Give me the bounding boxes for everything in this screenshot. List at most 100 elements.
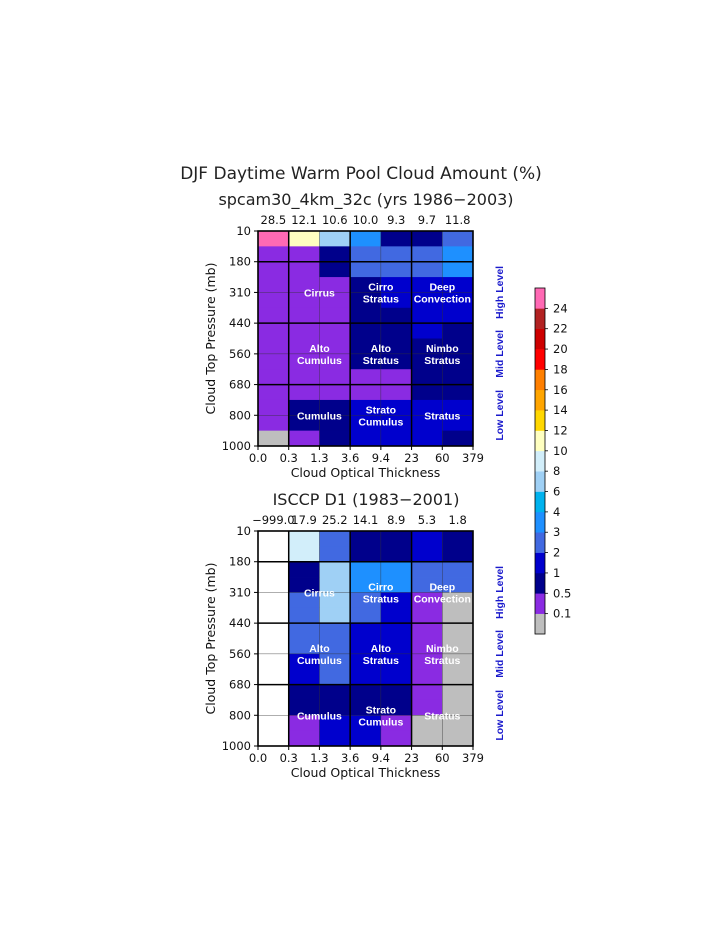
heatmap-cell: [319, 261, 351, 278]
heatmap-cell: [380, 277, 412, 293]
cloud-type-label: Cirro: [368, 281, 393, 293]
heatmap-cell: [380, 307, 412, 324]
level-label: Low Level: [494, 390, 506, 441]
heatmap-cell: [288, 638, 320, 655]
heatmap-cell: [350, 369, 382, 385]
y-tick-label: 440: [229, 316, 251, 330]
column-total-label: 5.3: [418, 513, 436, 527]
heatmap-cell: [319, 415, 351, 432]
heatmap-cell: [319, 715, 351, 732]
cloud-type-label: Stratus: [363, 293, 399, 305]
heatmap-cell: [319, 231, 351, 247]
heatmap-cell: [350, 669, 382, 685]
cloud-type-label: Cirro: [368, 581, 393, 593]
y-tick-label: 180: [229, 555, 251, 569]
heatmap-cell: [380, 699, 412, 716]
y-axis-label: Cloud Top Pressure (mb): [203, 563, 218, 715]
heatmap-cell: [288, 415, 320, 432]
heatmap-cell: [288, 261, 320, 278]
heatmap-cell: [380, 246, 412, 263]
heatmap-cell: [380, 577, 412, 593]
heatmap-cell: [258, 653, 290, 670]
heatmap-cell: [288, 684, 320, 701]
x-tick-label: 3.6: [341, 451, 359, 465]
heatmap-cell: [411, 231, 443, 247]
y-tick-label: 310: [229, 585, 251, 599]
cloud-type-label: Nimbo: [426, 643, 459, 655]
y-tick-label: 180: [229, 255, 251, 269]
heatmap-cell: [350, 384, 382, 401]
heatmap-cell: [411, 669, 443, 685]
heatmap-cell: [411, 684, 443, 701]
heatmap-cell: [442, 715, 474, 732]
heatmap-cell: [258, 292, 290, 309]
x-tick-label: 3.6: [341, 751, 359, 765]
y-axis-label: Cloud Top Pressure (mb): [203, 263, 218, 415]
heatmap-cell: [442, 684, 474, 701]
heatmap-cell: [380, 684, 412, 701]
heatmap-cell: [442, 531, 474, 547]
heatmap-cell: [258, 261, 290, 278]
heatmap-cell: [442, 623, 474, 639]
heatmap-cell: [350, 399, 382, 416]
colorbar-label: 16: [553, 383, 568, 397]
column-total-label: 10.6: [322, 213, 348, 227]
heatmap-cell: [350, 323, 382, 339]
heatmap-cell: [350, 623, 382, 639]
colorbar-swatch: [535, 613, 545, 635]
heatmap-cell: [258, 399, 290, 416]
heatmap-cell: [319, 653, 351, 670]
colorbar-label: 0.5: [553, 586, 571, 600]
heatmap-cell: [380, 261, 412, 278]
heatmap-cell: [350, 561, 382, 578]
heatmap-cell: [288, 546, 320, 563]
colorbar-label: 1: [553, 566, 560, 580]
heatmap-cell: [380, 353, 412, 370]
heatmap-cell: [258, 430, 290, 447]
colorbar-frame: [534, 287, 546, 635]
heatmap-cell: [411, 623, 443, 639]
heatmap-cell: [411, 369, 443, 385]
heatmap-cell: [442, 415, 474, 432]
column-total-label: 11.8: [445, 213, 471, 227]
heatmap-cell: [258, 231, 290, 247]
heatmap-cell: [258, 607, 290, 624]
colorbar-swatch: [535, 410, 545, 431]
heatmap-cell: [319, 638, 351, 655]
column-total-label: 10.0: [353, 213, 379, 227]
y-tick-label: 10: [236, 224, 251, 238]
heatmap-cell: [442, 430, 474, 447]
heatmap-cell: [350, 353, 382, 370]
y-tick-label: 800: [229, 408, 251, 422]
heatmap-cell: [411, 246, 443, 263]
colorbar-swatch: [535, 471, 545, 492]
cloud-type-label: Deep: [429, 281, 455, 293]
heatmap-cell: [380, 561, 412, 578]
heatmap-cell: [411, 430, 443, 447]
colorbar-label: 0.1: [553, 607, 571, 621]
heatmap-cell: [319, 623, 351, 639]
heatmap-cell: [411, 323, 443, 339]
colorbar-swatch: [535, 552, 545, 574]
heatmap-cell: [288, 607, 320, 624]
column-total-label: 8.9: [387, 513, 405, 527]
heatmap-cell: [411, 277, 443, 293]
heatmap-cell: [319, 607, 351, 624]
heatmap-cell: [380, 338, 412, 355]
heatmap-cell: [411, 399, 443, 416]
y-tick-label: 310: [229, 285, 251, 299]
column-total-label: 25.2: [322, 513, 348, 527]
heatmap-cell: [442, 561, 474, 578]
heatmap-cell: [319, 323, 351, 339]
cloud-type-label: Stratus: [424, 355, 460, 367]
heatmap-cell: [258, 669, 290, 685]
heatmap-cell: [442, 231, 474, 247]
top-heatmap-panel: spcam30_4km_32c (yrs 1986−2003) 28.5 12.1…: [203, 190, 514, 480]
figure-title: DJF Daytime Warm Pool Cloud Amount (%): [180, 164, 542, 184]
heatmap-cell: [350, 261, 382, 278]
x-tick-label: 60: [435, 751, 450, 765]
cloud-type-label: Alto: [309, 343, 329, 355]
heatmap-cell: [288, 246, 320, 263]
heatmap-cell: [350, 292, 382, 309]
cloud-type-label: Cumulus: [297, 655, 342, 667]
